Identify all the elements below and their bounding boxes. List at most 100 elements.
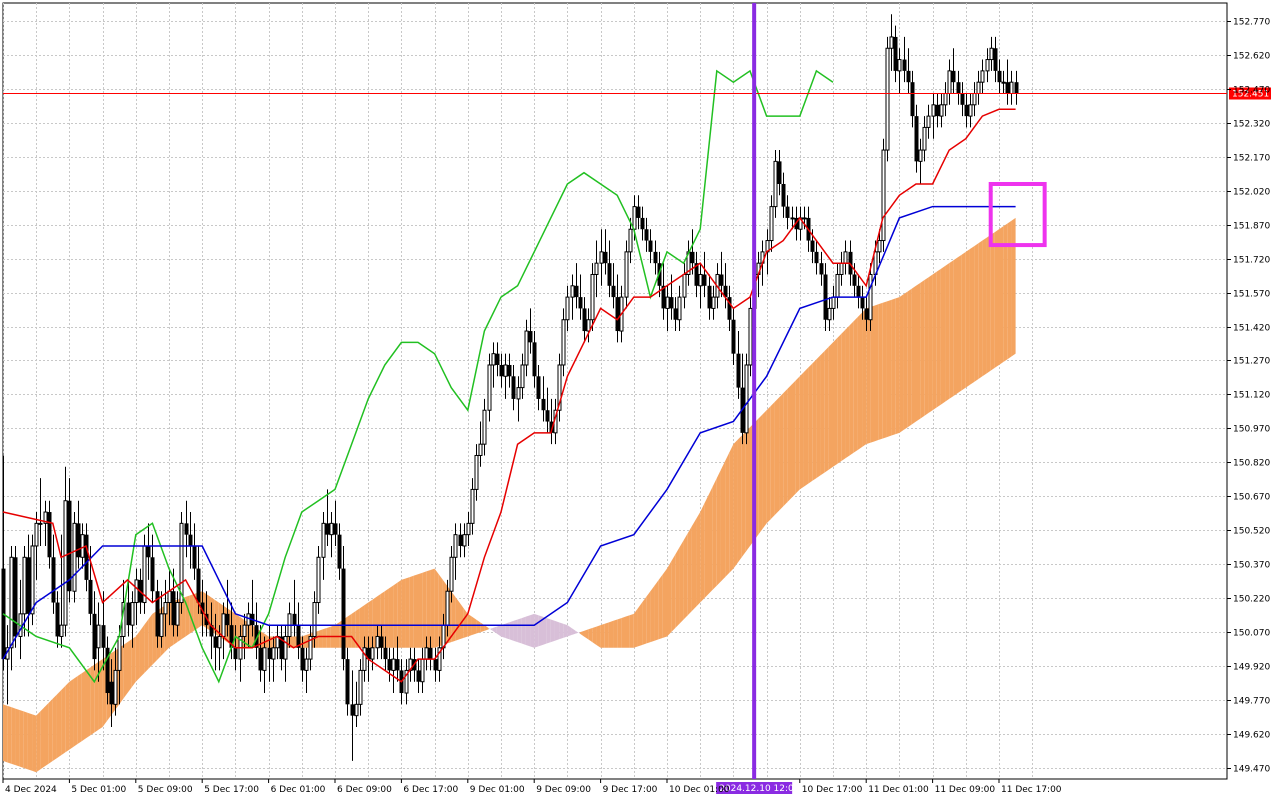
candle-body-bull [358, 669, 363, 705]
candle-body-bull [682, 273, 687, 298]
candle-body-bear [101, 625, 106, 648]
kumo-bull-segment [372, 596, 377, 648]
candle-body-bull [80, 534, 85, 558]
kumo-bull-segment [845, 325, 850, 459]
kumo-bull-segment [592, 626, 597, 645]
kumo-bull-segment [11, 707, 16, 766]
candle-body-bear [88, 579, 93, 614]
kumo-bull-segment [720, 461, 726, 582]
kumo-bull-segment [758, 414, 763, 535]
candle-body-bull [594, 262, 599, 275]
overlays: 152.451 2024.12.10 12:00 [3, 3, 1271, 794]
candle-body-bull [370, 647, 375, 660]
kumo-bear-segment [488, 627, 493, 631]
candle-body-bear [383, 647, 388, 660]
kumo-bear-segment [550, 619, 555, 643]
kumo-bull-segment [27, 712, 33, 771]
kumo-bull-segment [368, 599, 373, 648]
kumo-bull-segment [824, 346, 829, 473]
kumo-bull-segment [646, 591, 651, 644]
kumo-bull-segment [828, 342, 833, 470]
candle-body-bear [379, 636, 384, 648]
candle-body-bear [345, 659, 350, 705]
candle-body-bear [856, 285, 861, 298]
kumo-bull-segment [19, 709, 24, 768]
candle-body-bull [922, 126, 927, 151]
x-tick-label: 6 Dec 09:00 [337, 785, 392, 795]
candle-body-bull [843, 251, 848, 264]
kumo-bull-segment [135, 630, 140, 682]
candle-body-bull [773, 160, 778, 208]
cursor-time-label: 2024.12.10 12:00 [719, 784, 800, 794]
candle-body-bull [976, 81, 981, 94]
candle-body-bull [308, 635, 313, 660]
candle-body-bear [196, 568, 201, 603]
kumo-bull-segment [98, 659, 103, 730]
candle-body-bear [155, 591, 160, 637]
candle-body-bear [615, 297, 620, 332]
kumo-bull-segment [148, 613, 153, 669]
candle-body-bull [897, 59, 902, 72]
candle-body-bear [325, 523, 330, 535]
y-tick-label: 150.520 [1233, 527, 1270, 537]
candle-body-bull [677, 296, 682, 321]
kumo-bull-segment [604, 622, 609, 648]
y-tick-label: 150.220 [1233, 595, 1270, 605]
kumo-bull-segment [608, 620, 614, 648]
y-tick-label: 151.570 [1233, 290, 1270, 300]
candle-body-bear [611, 285, 616, 298]
kumo-bear-segment [554, 620, 560, 641]
y-tick-label: 150.370 [1233, 561, 1270, 571]
kumo-bull-segment [803, 367, 809, 487]
kumo-bear-segment [534, 613, 539, 648]
candle-body-bear [603, 251, 608, 264]
candle-body-bear [536, 376, 541, 399]
candle-body-bear [719, 274, 724, 286]
candle-body-bear [823, 274, 828, 320]
kumo-bear-segment [546, 618, 551, 644]
candle-body-bull [449, 556, 454, 592]
candle-body-bear [184, 523, 189, 535]
kumo-bull-segment [388, 585, 394, 648]
candle-body-bear [1005, 82, 1010, 94]
candle-body-bear [76, 523, 81, 558]
candle-body-bear [574, 285, 579, 298]
kumo-bull-segment [40, 707, 45, 770]
candle-body-bull [445, 590, 450, 626]
kumo-bull-segment [671, 554, 676, 633]
candle-body-bear [819, 263, 824, 275]
kumo-bull-segment [953, 257, 958, 397]
candle-body-bear [860, 297, 865, 309]
candle-body-bear [254, 625, 259, 648]
kumo-bull-segment [23, 711, 28, 770]
kumo-bull-segment [90, 664, 95, 736]
candle-body-bear [648, 240, 653, 252]
kumo-bull-segment [907, 288, 912, 428]
candle-body-bear [84, 534, 89, 580]
kumo-bull-segment [359, 605, 365, 648]
candle-body-bear [109, 681, 114, 705]
kumo-bull-segment [131, 636, 136, 688]
kumo-bull-segment [965, 249, 970, 388]
candle-body-bear [209, 625, 214, 637]
kumo-bull-segment [7, 705, 12, 764]
candle-body-bull [868, 273, 873, 321]
candle-body-bull [59, 624, 64, 637]
kumo-bull-segment [633, 608, 638, 648]
kumo-bull-segment [853, 316, 858, 453]
y-tick-label: 151.270 [1233, 357, 1270, 367]
candle-body-bear [893, 36, 898, 71]
candle-body-bull [931, 104, 936, 117]
candle-body-bear [702, 274, 707, 286]
kumo-bull-segment [413, 574, 418, 648]
candle-body-bear [204, 613, 209, 626]
candle-body-bull [520, 364, 525, 389]
candle-body-bull [831, 296, 836, 309]
kumo-bull-segment [584, 629, 589, 640]
kumo-bear-segment [559, 622, 564, 640]
y-tick-label: 150.970 [1233, 425, 1270, 435]
candle-body-bull [43, 511, 48, 524]
candle-body-bull [113, 669, 118, 705]
kumo-bull-segment [3, 704, 8, 763]
kumo-bear-segment [496, 625, 501, 637]
